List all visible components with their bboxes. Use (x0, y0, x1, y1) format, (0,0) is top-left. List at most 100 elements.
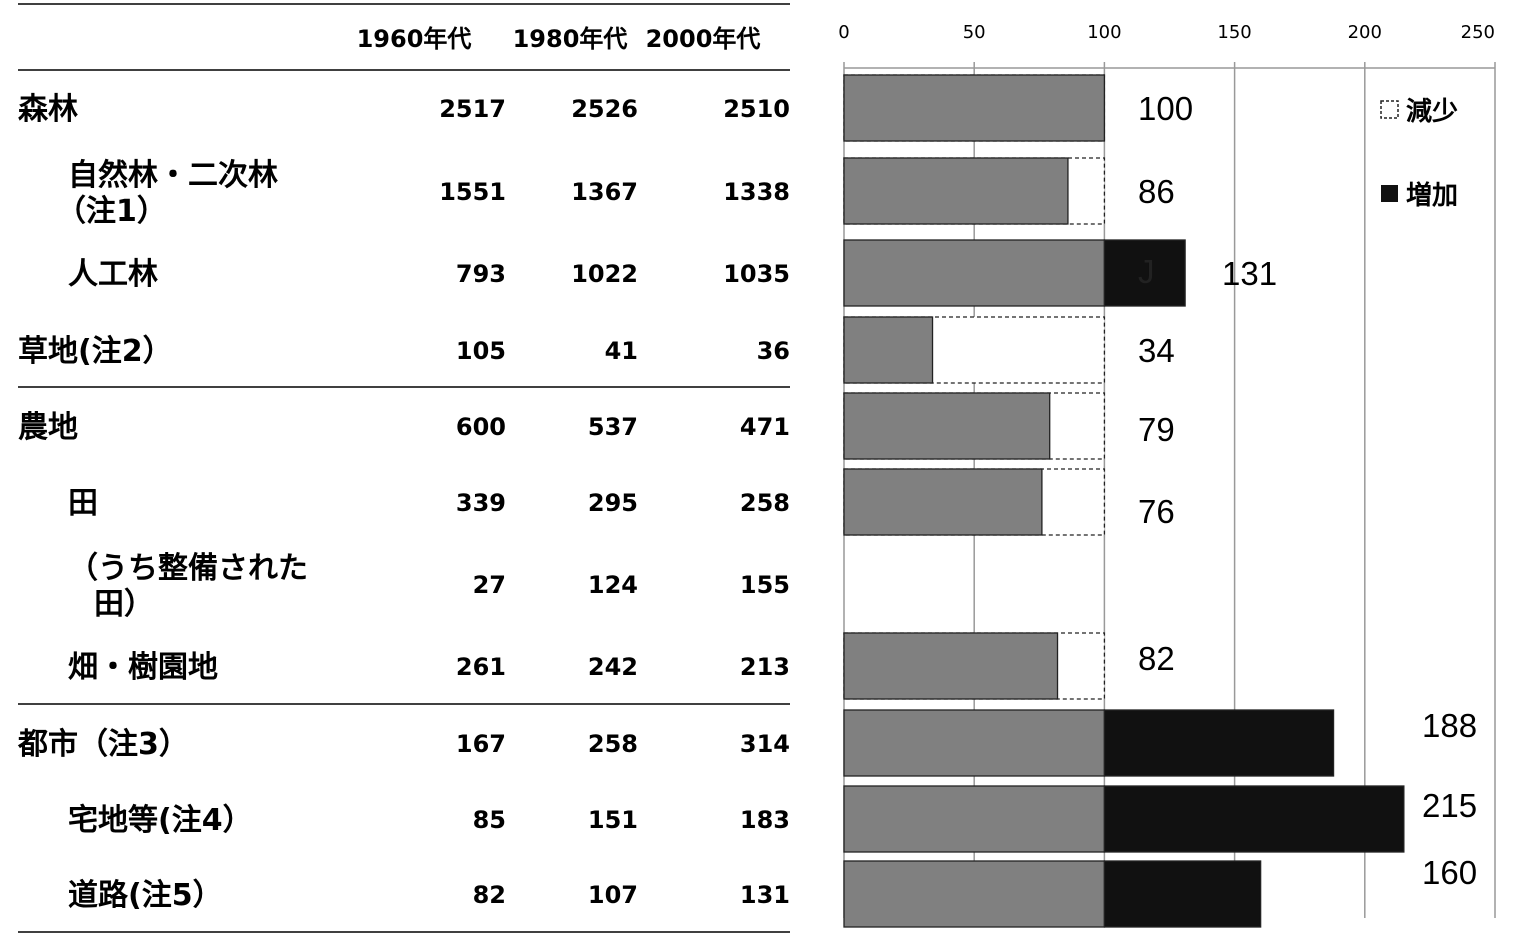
bar-base (843, 632, 1059, 700)
bar-base (843, 860, 1106, 928)
bar-increase (1103, 860, 1262, 928)
bar (843, 316, 1106, 384)
row-value: 155 (740, 571, 790, 599)
row-label: 宅地等(注4） (68, 803, 253, 838)
bar (843, 632, 1106, 700)
legend-decrease-swatch (1380, 100, 1399, 119)
table-body: 森林 2517 2526 2510 自然林・二次林（注1） 1551 1367 1338 人工林… (17, 92, 790, 913)
row-value: 258 (740, 489, 790, 517)
bar-value-label: 34 (1138, 332, 1175, 369)
row-label: 森林 (18, 92, 78, 127)
bar (843, 392, 1106, 460)
tick-label: 50 (963, 22, 986, 43)
chart-bars (843, 74, 1405, 928)
table-row: 都市（注3） 167 258 314 (17, 727, 790, 762)
row-value: 261 (456, 653, 506, 681)
row-value: 537 (588, 413, 638, 441)
row-value: 295 (588, 489, 638, 517)
table-row: 道路(注5） 82 107 131 (68, 878, 790, 913)
bar-value-label: 76 (1138, 493, 1175, 530)
row-value: 41 (605, 337, 638, 365)
bar-increase (1103, 709, 1335, 777)
row-label: 草地(注2） (18, 334, 173, 369)
row-label: 畑・樹園地 (68, 650, 218, 685)
tick-label: 250 (1461, 22, 1495, 43)
row-value: 107 (588, 881, 638, 909)
row-value: 105 (456, 337, 506, 365)
bar-base (843, 785, 1106, 853)
table-row: 田 339 295 258 (68, 486, 790, 521)
row-label: 道路(注5） (68, 878, 223, 913)
row-value: 27 (473, 571, 506, 599)
table-header: 1960年代 1980年代 2000年代 (357, 25, 761, 53)
bar-value-label: 79 (1138, 411, 1175, 448)
row-label: 田） (94, 587, 154, 622)
row-label: 自然林・二次林 (68, 158, 278, 193)
row-value: 2517 (439, 95, 506, 123)
bar-base (843, 157, 1069, 225)
row-label: 人工林 (68, 257, 158, 292)
legend-increase-swatch (1381, 185, 1398, 202)
bar-base (843, 392, 1051, 460)
chart-value-labels: 100 86 131 34 79 76 82 188 215 160 J (1138, 90, 1477, 891)
row-value: 213 (740, 653, 790, 681)
bar (843, 860, 1262, 928)
row-label: （注1） (56, 194, 167, 229)
bar-base (843, 468, 1043, 536)
row-value: 793 (456, 260, 506, 288)
bar (843, 239, 1186, 307)
row-value: 1551 (439, 178, 506, 206)
stray-mark: J (1138, 253, 1155, 290)
tick-label: 0 (838, 22, 849, 43)
bar-value-label: 86 (1138, 173, 1175, 210)
header-2000: 2000年代 (646, 25, 761, 53)
legend-increase-label: 増加 (1406, 181, 1458, 211)
row-value: 2526 (571, 95, 638, 123)
bar (843, 468, 1106, 536)
table-row: 自然林・二次林（注1） 1551 1367 1338 (56, 158, 790, 229)
row-value: 258 (588, 730, 638, 758)
bar-base (843, 316, 934, 384)
table-row: 農地 600 537 471 (18, 410, 790, 445)
row-value: 167 (456, 730, 506, 758)
bar-value-label: 188 (1422, 707, 1477, 744)
row-value: 183 (740, 806, 790, 834)
bar (843, 74, 1106, 142)
row-value: 36 (757, 337, 790, 365)
row-value: 1338 (723, 178, 790, 206)
row-value: 124 (588, 571, 638, 599)
row-label: （うち整備された (68, 551, 308, 586)
table-row: 森林 2517 2526 2510 (18, 92, 790, 127)
row-value: 339 (456, 489, 506, 517)
table-row: 人工林 793 1022 1035 (68, 257, 790, 292)
row-value: 314 (740, 730, 790, 758)
table-row: 草地(注2） 105 41 36 (18, 334, 790, 369)
tick-label: 100 (1087, 22, 1121, 43)
table-row: 畑・樹園地 261 242 213 (68, 650, 790, 685)
header-1980: 1980年代 (513, 25, 628, 53)
tick-label: 200 (1348, 22, 1382, 43)
bar (843, 785, 1405, 853)
row-label: 農地 (18, 410, 78, 445)
legend-decrease-label: 減少 (1406, 97, 1458, 127)
row-value: 1367 (571, 178, 638, 206)
bar-value-label: 131 (1222, 255, 1277, 292)
bar-base (843, 709, 1106, 777)
row-value: 1035 (723, 260, 790, 288)
row-label: 田 (68, 486, 98, 521)
row-value: 600 (456, 413, 506, 441)
bar-value-label: 82 (1138, 640, 1175, 677)
row-value: 85 (473, 806, 506, 834)
bar-value-label: 100 (1138, 90, 1193, 127)
bar-increase (1103, 785, 1405, 853)
data-table: 1960年代 1980年代 2000年代 森林 2517 2526 2510 自然林・二… (17, 3, 790, 933)
bar (843, 709, 1335, 777)
row-value: 131 (740, 881, 790, 909)
row-value: 1022 (571, 260, 638, 288)
bar-value-label: 160 (1422, 854, 1477, 891)
row-value: 151 (588, 806, 638, 834)
row-label: 都市（注3） (17, 727, 189, 762)
chart-legend: 減少 増加 (1380, 97, 1458, 211)
